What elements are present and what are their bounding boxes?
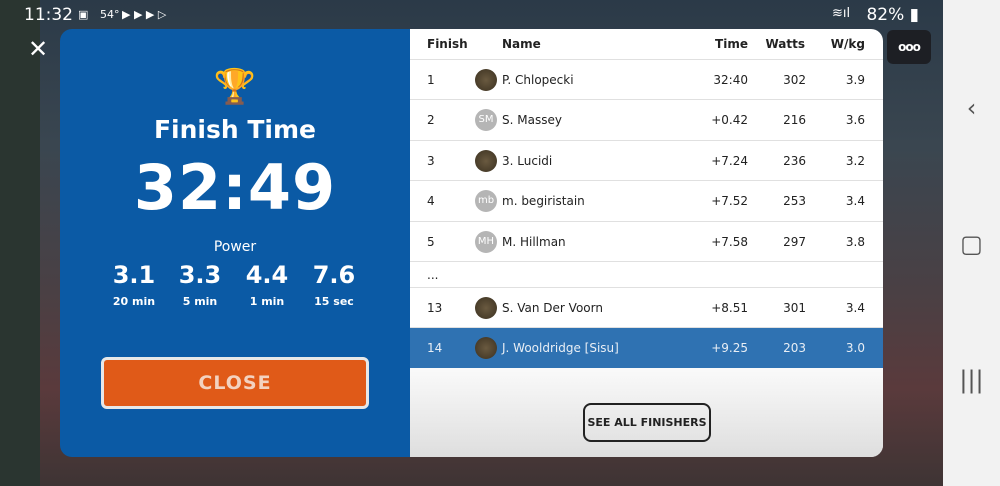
- finish-position: 13: [427, 300, 443, 315]
- home-icon[interactable]: ▢: [960, 230, 983, 258]
- col-wkg: W/kg: [830, 37, 865, 51]
- table-row[interactable]: 3 3. Lucidi +7.24 236 3.2: [410, 141, 883, 181]
- table-row[interactable]: 5 MH M. Hillman +7.58 297 3.8: [410, 222, 883, 262]
- back-icon[interactable]: ‹: [966, 94, 977, 122]
- power-20min: 3.1 20 min: [112, 261, 156, 308]
- table-row[interactable]: 2 SM S. Massey +0.42 216 3.6: [410, 101, 883, 141]
- rider-name: S. Massey: [502, 113, 562, 127]
- power-label: Power: [213, 239, 257, 255]
- finish-position: 4: [427, 194, 435, 208]
- rider-name: M. Hillman: [502, 234, 566, 249]
- rider-name: m. begiristain: [502, 194, 585, 208]
- finish-position: 3: [427, 153, 435, 168]
- rider-wkg: 3.4: [845, 300, 865, 315]
- rider-time: +0.42: [711, 113, 748, 127]
- rider-time: +7.24: [711, 153, 748, 168]
- temperature: 54°: [100, 8, 120, 21]
- recents-icon[interactable]: |||: [959, 366, 984, 394]
- close-button[interactable]: CLOSE: [101, 357, 369, 409]
- rider-watts: 203: [783, 341, 806, 355]
- see-all-finishers-button[interactable]: SEE ALL FINISHERS: [583, 403, 711, 442]
- table-header: Finish Name Time Watts W/kg: [410, 29, 883, 60]
- results-modal: 🏆 Finish Time 32:49 Power 3.1 20 min 3.3 5…: [60, 29, 883, 457]
- footer-area: SEE ALL FINISHERS: [410, 368, 883, 457]
- finish-position: 5: [427, 234, 435, 249]
- battery-level: 82%: [866, 5, 905, 25]
- rider-name: S. Van Der Voorn: [502, 300, 603, 315]
- rider-name: J. Wooldridge [Sisu]: [502, 341, 619, 355]
- rider-wkg: 3.4: [845, 194, 865, 208]
- power-15sec: 7.6 15 sec: [312, 261, 356, 308]
- android-nav-bar: ‹ ▢ |||: [943, 0, 1000, 486]
- table-row[interactable]: 4 mb m. begiristain +7.52 253 3.4: [410, 182, 883, 222]
- avatar: [475, 149, 497, 172]
- summary-panel: 🏆 Finish Time 32:49 Power 3.1 20 min 3.3 5…: [60, 29, 410, 457]
- power-1min: 4.4 1 min: [245, 261, 289, 308]
- finish-position: 14: [427, 341, 443, 355]
- rider-time: 32:40: [713, 72, 748, 87]
- rider-watts: 236: [783, 153, 806, 168]
- rider-wkg: 3.6: [845, 113, 865, 127]
- gallery-icon: ▣: [78, 8, 89, 21]
- avatar: [475, 68, 497, 91]
- rider-watts: 297: [783, 234, 806, 249]
- rider-wkg: 3.9: [845, 72, 865, 87]
- rider-name: P. Chlopecki: [502, 72, 574, 87]
- rider-watts: 302: [783, 72, 806, 87]
- col-watts: Watts: [765, 37, 805, 51]
- battery: 82% ▮: [866, 5, 919, 25]
- results-table: Finish Name Time Watts W/kg 1 P. Chlopec…: [410, 29, 883, 457]
- status-bar: 11:32 ▣ 54° ▶ ▶ ▶ ▷ ≋ıl 82% ▮: [0, 0, 943, 30]
- ellipsis-row: ...: [410, 262, 883, 288]
- col-finish: Finish: [427, 37, 468, 51]
- rider-watts: 301: [783, 300, 806, 315]
- rider-wkg: 3.8: [845, 234, 865, 249]
- finish-time-value: 32:49: [133, 151, 337, 224]
- rider-watts: 216: [783, 113, 806, 127]
- avatar: [475, 296, 497, 319]
- avatar: [475, 337, 497, 359]
- close-x-icon[interactable]: ✕: [28, 35, 49, 63]
- rider-time: +7.52: [711, 194, 748, 208]
- clock: 11:32: [24, 5, 73, 25]
- avatar: mb: [475, 190, 497, 212]
- trophy-icon: 🏆: [213, 67, 257, 107]
- table-row[interactable]: 1 P. Chlopecki 32:40 302 3.9: [410, 60, 883, 100]
- finish-position: 2: [427, 113, 435, 127]
- col-time: Time: [715, 37, 748, 51]
- rider-time: +8.51: [711, 300, 748, 315]
- rider-name: 3. Lucidi: [502, 153, 553, 168]
- rider-wkg: 3.2: [845, 153, 865, 168]
- table-row[interactable]: 13 S. Van Der Voorn +8.51 301 3.4: [410, 288, 883, 328]
- rider-wkg: 3.0: [845, 341, 865, 355]
- rider-time: +9.25: [711, 341, 748, 355]
- col-name: Name: [502, 37, 541, 51]
- power-5min: 3.3 5 min: [178, 261, 222, 308]
- wifi-signal-icon: ≋ıl: [832, 6, 851, 21]
- avatar: MH: [475, 230, 497, 253]
- youtube-icon: ▶ ▶ ▶ ▷: [122, 8, 167, 21]
- table-row[interactable]: 14 J. Wooldridge [Sisu] +9.25 203 3.0: [410, 328, 883, 368]
- rider-time: +7.58: [711, 234, 748, 249]
- more-options-icon[interactable]: ooo: [887, 30, 931, 64]
- rider-watts: 253: [783, 194, 806, 208]
- finish-position: 1: [427, 72, 435, 87]
- ellipsis: ...: [427, 267, 439, 282]
- finish-time-title: Finish Time: [153, 115, 317, 144]
- avatar: SM: [475, 109, 497, 131]
